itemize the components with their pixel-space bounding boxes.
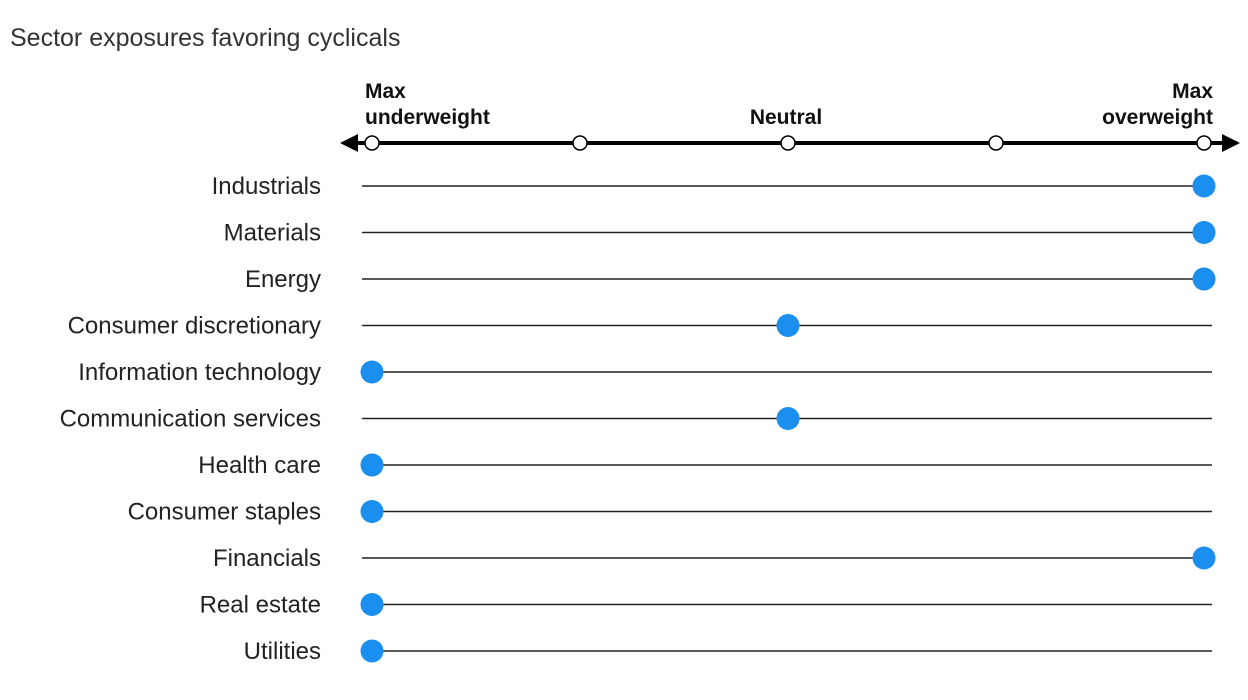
position-marker-10 xyxy=(360,639,384,663)
scale-label-1-0: Neutral xyxy=(750,106,822,129)
scale-tick-4 xyxy=(1196,135,1212,151)
category-label-4: Information technology xyxy=(78,359,321,386)
chart-title: Sector exposures favoring cyclicals xyxy=(10,24,401,52)
scale-tick-2 xyxy=(780,135,796,151)
category-label-5: Communication services xyxy=(60,406,321,433)
category-label-1: Materials xyxy=(224,220,321,247)
category-label-8: Financials xyxy=(213,545,321,572)
category-label-9: Real estate xyxy=(200,592,321,619)
position-marker-1 xyxy=(1192,221,1216,244)
scale-tick-3 xyxy=(988,135,1004,151)
category-label-10: Utilities xyxy=(244,638,321,665)
scale-label-2-0: Max xyxy=(1172,80,1213,103)
category-label-0: Industrials xyxy=(212,173,321,200)
position-marker-0 xyxy=(1192,174,1216,198)
scale-label-2-1: overweight xyxy=(1102,106,1213,129)
position-marker-9 xyxy=(360,593,384,616)
scale-label-0-0: Max xyxy=(365,80,406,103)
position-marker-2 xyxy=(1192,267,1216,291)
left-arrow-icon xyxy=(340,134,358,152)
category-label-2: Energy xyxy=(245,266,321,293)
position-marker-7 xyxy=(360,500,384,523)
position-marker-4 xyxy=(360,360,384,384)
category-label-6: Health care xyxy=(198,452,321,479)
right-arrow-icon xyxy=(1222,134,1240,152)
scale-tick-0 xyxy=(364,135,380,151)
category-label-7: Consumer staples xyxy=(128,499,321,526)
position-marker-5 xyxy=(776,407,800,430)
scale-label-0-1: underweight xyxy=(365,106,490,129)
scale-tick-1 xyxy=(572,135,588,151)
category-label-3: Consumer discretionary xyxy=(68,313,321,340)
position-marker-6 xyxy=(360,453,384,477)
position-marker-8 xyxy=(1192,546,1216,570)
position-marker-3 xyxy=(776,314,800,337)
